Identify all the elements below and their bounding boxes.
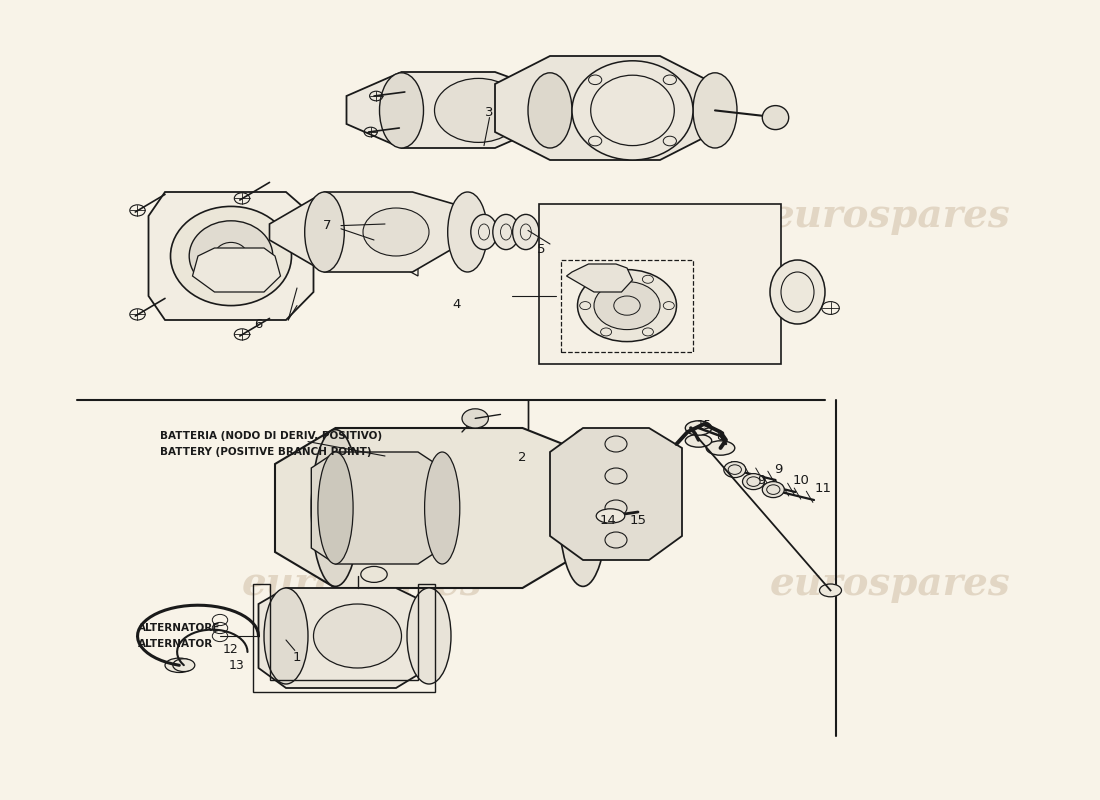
Ellipse shape bbox=[189, 221, 273, 291]
Ellipse shape bbox=[353, 220, 384, 268]
Text: 15: 15 bbox=[629, 514, 647, 526]
Ellipse shape bbox=[820, 584, 842, 597]
Ellipse shape bbox=[596, 509, 625, 523]
Polygon shape bbox=[346, 72, 550, 148]
Text: eurospares: eurospares bbox=[770, 197, 1011, 235]
Text: BATTERIA (NODO DI DERIV. POSITIVO): BATTERIA (NODO DI DERIV. POSITIVO) bbox=[160, 431, 382, 441]
Polygon shape bbox=[566, 264, 632, 292]
Text: 7: 7 bbox=[322, 219, 331, 232]
Ellipse shape bbox=[742, 474, 764, 490]
Ellipse shape bbox=[685, 434, 712, 447]
Text: 2: 2 bbox=[518, 451, 527, 464]
Ellipse shape bbox=[331, 220, 362, 268]
Text: 3: 3 bbox=[485, 106, 494, 118]
Ellipse shape bbox=[434, 78, 522, 142]
Ellipse shape bbox=[471, 214, 497, 250]
Ellipse shape bbox=[706, 441, 735, 455]
Text: 11: 11 bbox=[814, 482, 832, 494]
Text: ALTERNATORE: ALTERNATORE bbox=[138, 623, 220, 633]
Ellipse shape bbox=[513, 214, 539, 250]
Text: 13: 13 bbox=[229, 659, 244, 672]
Text: 1: 1 bbox=[293, 651, 301, 664]
Ellipse shape bbox=[170, 206, 292, 306]
Ellipse shape bbox=[572, 61, 693, 160]
Ellipse shape bbox=[685, 421, 712, 435]
Ellipse shape bbox=[379, 73, 424, 148]
Text: 8: 8 bbox=[716, 430, 725, 442]
Text: 4: 4 bbox=[452, 298, 461, 310]
Ellipse shape bbox=[559, 430, 607, 586]
Text: 9: 9 bbox=[757, 474, 766, 486]
Ellipse shape bbox=[264, 588, 308, 684]
Ellipse shape bbox=[165, 658, 194, 673]
Ellipse shape bbox=[578, 270, 676, 342]
Ellipse shape bbox=[528, 73, 572, 148]
Text: ALTERNATOR: ALTERNATOR bbox=[138, 639, 212, 649]
Bar bbox=[561, 260, 693, 352]
Text: eurospares: eurospares bbox=[770, 565, 1011, 603]
Text: 12: 12 bbox=[223, 643, 239, 656]
Ellipse shape bbox=[594, 282, 660, 330]
Polygon shape bbox=[495, 56, 715, 160]
Text: 14: 14 bbox=[600, 514, 617, 526]
Polygon shape bbox=[311, 452, 442, 564]
Polygon shape bbox=[192, 248, 280, 292]
Ellipse shape bbox=[762, 106, 789, 130]
Ellipse shape bbox=[762, 482, 784, 498]
Text: 6: 6 bbox=[254, 318, 263, 330]
Text: BATTERY (POSITIVE BRANCH POINT): BATTERY (POSITIVE BRANCH POINT) bbox=[160, 447, 371, 457]
Polygon shape bbox=[550, 428, 682, 560]
Ellipse shape bbox=[407, 588, 451, 684]
Ellipse shape bbox=[425, 452, 460, 564]
Ellipse shape bbox=[448, 192, 487, 272]
Text: 10: 10 bbox=[792, 474, 810, 486]
Ellipse shape bbox=[493, 214, 519, 250]
Ellipse shape bbox=[314, 604, 402, 668]
Ellipse shape bbox=[693, 73, 737, 148]
Ellipse shape bbox=[528, 73, 572, 148]
Ellipse shape bbox=[318, 452, 353, 564]
Ellipse shape bbox=[724, 462, 746, 478]
Ellipse shape bbox=[363, 208, 429, 256]
Bar bbox=[539, 204, 781, 364]
Ellipse shape bbox=[375, 220, 406, 268]
Text: 15: 15 bbox=[696, 419, 712, 432]
Polygon shape bbox=[258, 588, 429, 688]
Text: eurospares: eurospares bbox=[242, 565, 483, 603]
Ellipse shape bbox=[770, 260, 825, 324]
Polygon shape bbox=[148, 192, 314, 320]
Text: eurospares: eurospares bbox=[242, 197, 483, 235]
Ellipse shape bbox=[173, 658, 195, 671]
Polygon shape bbox=[275, 428, 583, 588]
Polygon shape bbox=[270, 192, 468, 272]
Text: 9: 9 bbox=[774, 463, 783, 476]
Ellipse shape bbox=[311, 430, 360, 586]
Ellipse shape bbox=[462, 409, 488, 428]
Ellipse shape bbox=[305, 192, 344, 272]
Text: 5: 5 bbox=[537, 243, 546, 256]
